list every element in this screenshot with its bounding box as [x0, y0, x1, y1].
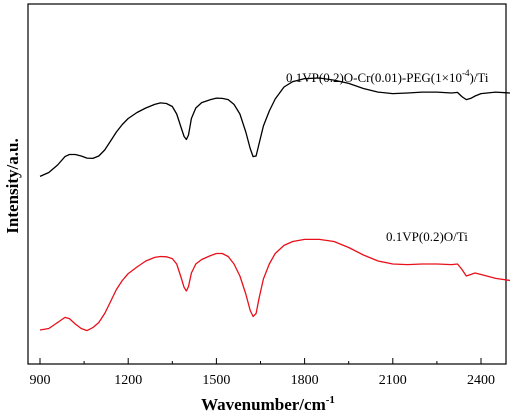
x-tick-label-1500: 1500 — [202, 373, 230, 388]
x-axis-title-sup: -1 — [326, 394, 335, 406]
annotation-vpo-sample: 0.1VP(0.2)O/Ti — [386, 229, 468, 244]
series-line-1 — [39, 238, 510, 332]
x-axis-tick-labels: 900 1200 1500 1800 2100 2400 — [30, 373, 496, 388]
plot-frame — [27, 3, 507, 365]
x-tick-label-900: 900 — [30, 373, 51, 388]
series-lines — [39, 77, 510, 332]
annotation-cr-peg-sample-main: 0.1VP(0.2)O-Cr(0.01)-PEG(1×10 — [286, 70, 462, 85]
annotation-cr-peg-sample: 0.1VP(0.2)O-Cr(0.01)-PEG(1×10-4)/Ti — [286, 68, 489, 85]
x-tick-label-1800: 1800 — [291, 373, 319, 388]
x-tick-label-2100: 2100 — [379, 373, 407, 388]
y-axis-title: Intensity/a.u. — [3, 138, 22, 233]
x-tick-label-1200: 1200 — [114, 373, 142, 388]
annotation-cr-peg-sample-sup: -4 — [462, 68, 470, 78]
x-tick-label-2400: 2400 — [467, 373, 495, 388]
annotation-cr-peg-sample-suffix: )/Ti — [469, 70, 488, 85]
x-axis-title: Wavenumber/cm-1 — [201, 394, 335, 414]
x-axis-ticks — [39, 358, 482, 364]
x-axis-title-main: Wavenumber/cm — [201, 395, 326, 414]
series-line-0 — [39, 77, 510, 177]
